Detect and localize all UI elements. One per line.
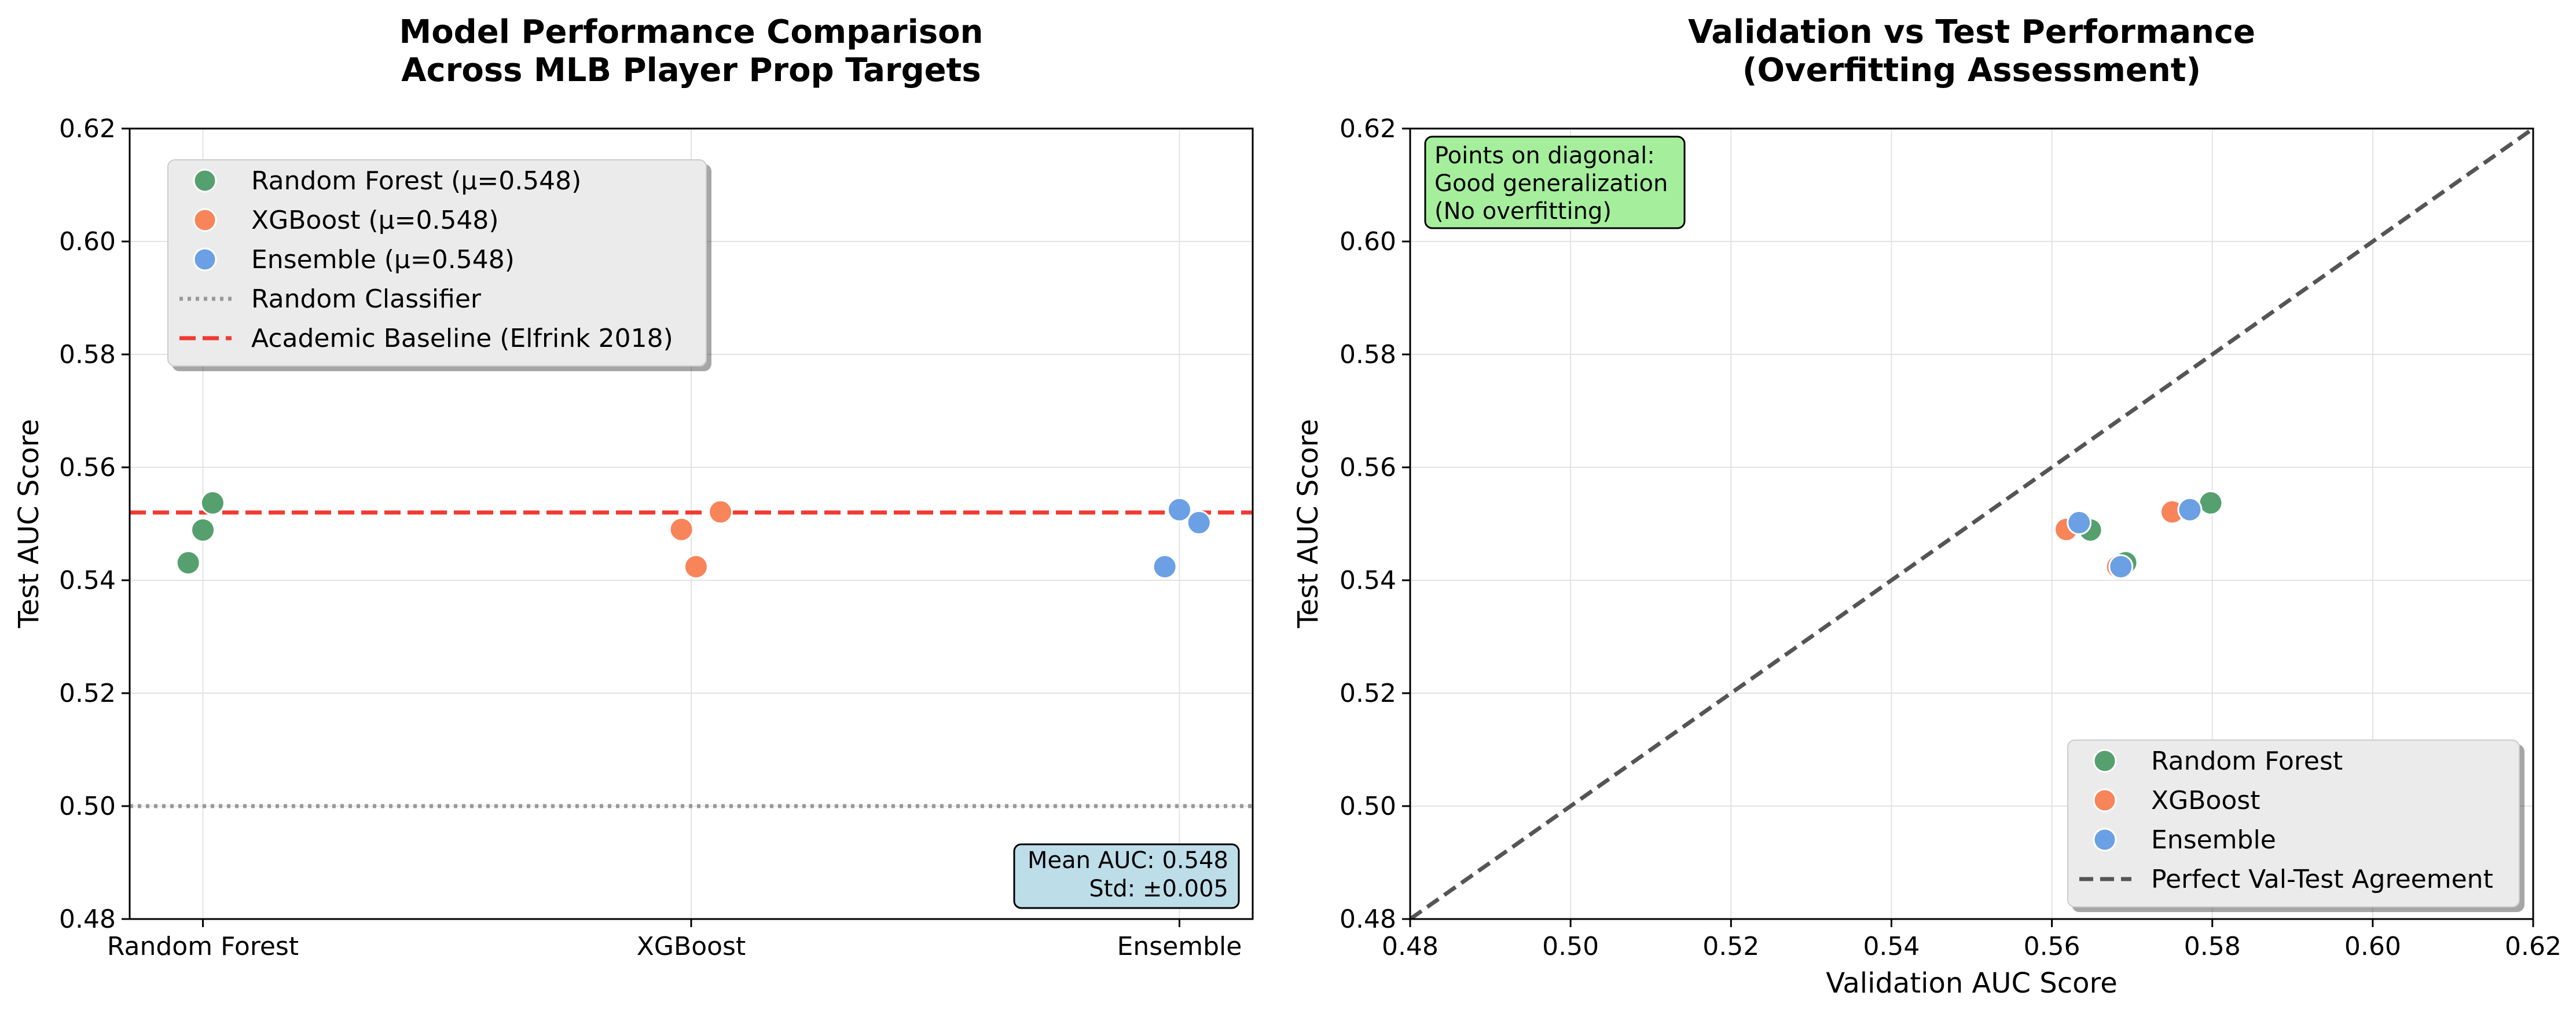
point-ensemble [2067, 510, 2092, 536]
legend-marker-random-forest [2093, 749, 2117, 773]
right-ytick-label: 0.60 [1340, 227, 1396, 257]
right-y-axis-label: Test AUC Score [1292, 419, 1324, 629]
legend-label-random-forest: Random Forest [2151, 746, 2343, 776]
right-points [2054, 490, 2223, 580]
right-plot-frame [1409, 127, 2534, 920]
legend-marker-xgboost [193, 208, 217, 232]
legend-marker-ensemble [2093, 828, 2117, 852]
summary-mean: Mean AUC: 0.548 [1028, 847, 1228, 874]
left-xtick-label-ensemble: Ensemble [1117, 932, 1242, 961]
right-title-line-2: (Overfitting Assessment) [1742, 52, 2201, 89]
legend-marker-xgboost [2093, 788, 2117, 812]
legend-marker-random-forest [193, 169, 217, 193]
right-xtick-label: 0.56 [2024, 932, 2080, 961]
left-ytick-label: 0.56 [59, 453, 116, 482]
point-random-forest [200, 490, 225, 515]
right-xtick-label: 0.52 [1702, 932, 1759, 961]
legend-marker-ensemble [193, 247, 217, 272]
legend-label-random-forest: Random Forest (μ=0.548) [251, 166, 581, 196]
left-ytick-label: 0.62 [59, 114, 116, 144]
left-ticks: 0.48 0.50 0.52 0.54 0.56 0.58 0.60 0.62 Random F… [59, 114, 1242, 961]
point-random-forest [190, 517, 216, 543]
summary-std: Std: ±0.005 [1089, 876, 1228, 902]
point-ensemble [2108, 554, 2134, 580]
left-panel: Model Performance Comparison Across MLB … [13, 13, 1254, 961]
legend-label-perfect-agreement: Perfect Val-Test Agreement [2151, 865, 2493, 894]
legend-label-xgboost: XGBoost (μ=0.548) [251, 206, 499, 235]
note-line-2: Good generalization [1434, 170, 1668, 197]
point-random-forest [2198, 490, 2223, 515]
right-ytick-label: 0.56 [1340, 453, 1396, 482]
left-points [175, 490, 1212, 580]
right-xtick-label: 0.50 [1542, 932, 1599, 961]
right-ytick-label: 0.58 [1340, 340, 1396, 369]
point-xgboost [669, 517, 694, 542]
right-xtick-label: 0.62 [2505, 932, 2562, 961]
left-ytick-label: 0.54 [59, 566, 116, 595]
legend-label-ensemble: Ensemble [2151, 825, 2276, 855]
left-ytick-label: 0.48 [59, 905, 116, 934]
right-ytick-label: 0.48 [1340, 905, 1396, 934]
left-xtick-label-xgboost: XGBoost [637, 932, 746, 961]
note-line-3: (No overfitting) [1434, 198, 1612, 225]
right-title-line-1: Validation vs Test Performance [1688, 13, 2255, 51]
left-ytick-label: 0.58 [59, 340, 116, 369]
point-ensemble [1166, 497, 1192, 522]
left-summary-box: Mean AUC: 0.548 Std: ±0.005 [1013, 843, 1240, 909]
right-xtick-label: 0.60 [2344, 932, 2401, 961]
right-panel: Validation vs Test Performance (Overfitt… [1292, 13, 2562, 1000]
legend-label-xgboost: XGBoost [2151, 786, 2260, 815]
point-ensemble [1152, 554, 1177, 580]
legend-label-ensemble: Ensemble (μ=0.548) [251, 245, 515, 274]
right-note-box: Points on diagonal: Good generalization … [1424, 136, 1686, 229]
left-reference-lines [130, 510, 1253, 808]
left-title-line-1: Model Performance Comparison [399, 13, 983, 51]
left-ytick-label: 0.50 [59, 792, 116, 821]
left-legend-entries: Random Forest (μ=0.548) XGBoost (μ=0.548… [179, 166, 673, 353]
note-line-1: Points on diagonal: [1434, 142, 1655, 169]
legend-label-academic-baseline: Academic Baseline (Elfrink 2018) [251, 324, 673, 353]
right-ytick-label: 0.50 [1340, 792, 1396, 821]
right-legend-entries: Random Forest XGBoost Ensemble Perfect V… [2079, 746, 2493, 894]
point-xgboost [683, 554, 709, 580]
point-ensemble [2177, 497, 2203, 522]
left-ytick-label: 0.60 [59, 227, 116, 257]
point-ensemble [1186, 510, 1212, 536]
right-ytick-label: 0.62 [1340, 114, 1396, 144]
point-xgboost [708, 499, 733, 525]
left-ytick-label: 0.52 [59, 679, 116, 708]
right-x-axis-label: Validation AUC Score [1826, 967, 2117, 1000]
right-ytick-label: 0.54 [1340, 566, 1396, 595]
right-ytick-label: 0.52 [1340, 679, 1396, 708]
right-xtick-label: 0.58 [2184, 932, 2241, 961]
left-y-axis-label: Test AUC Score [13, 419, 45, 629]
left-legend [167, 159, 707, 367]
point-random-forest [175, 550, 201, 576]
right-xtick-label: 0.48 [1382, 932, 1439, 961]
right-legend [2067, 740, 2520, 907]
left-title-line-2: Across MLB Player Prop Targets [401, 52, 981, 89]
right-ticks: 0.48 0.50 0.52 0.54 0.56 0.58 0.60 0.62 0.48 0.50… [1340, 114, 2562, 961]
legend-label-random-classifier: Random Classifier [251, 284, 482, 314]
right-xtick-label: 0.54 [1863, 932, 1920, 961]
left-xtick-label-random-forest: Random Forest [107, 932, 299, 961]
